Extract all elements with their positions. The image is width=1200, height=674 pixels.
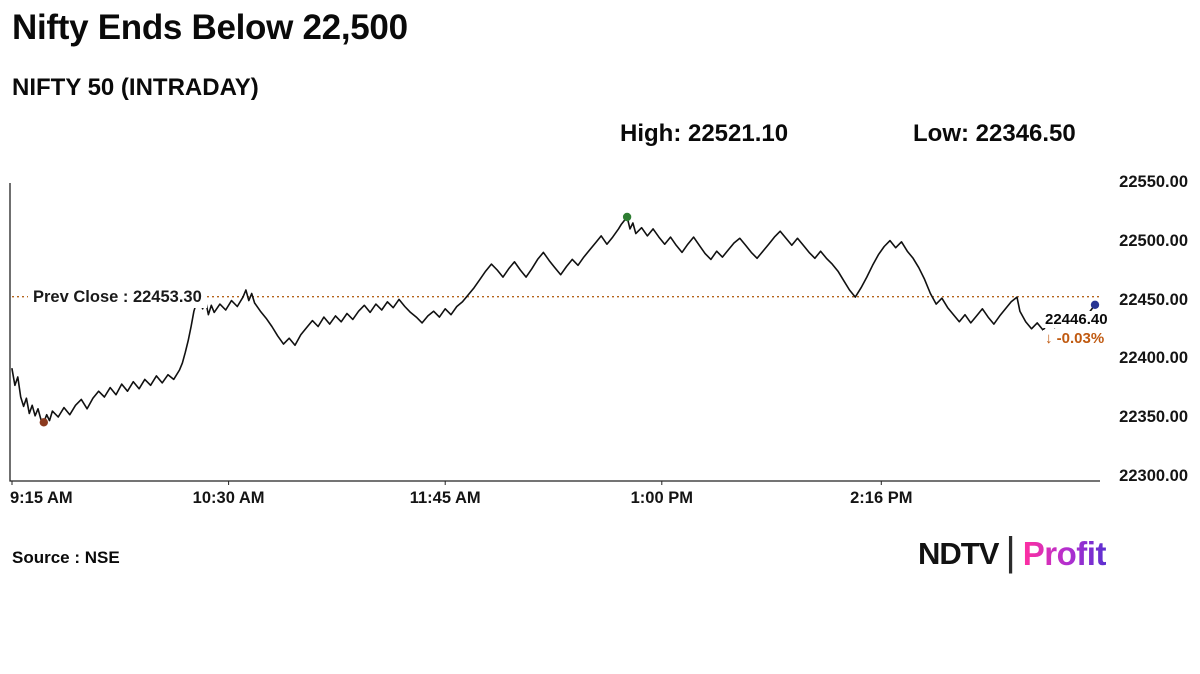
last-dot bbox=[1090, 300, 1100, 309]
y-tick-label: 22300.00 bbox=[1119, 467, 1188, 485]
high-value-label: High: 22521.10 bbox=[620, 120, 789, 147]
y-tick-label: 22400.00 bbox=[1119, 349, 1188, 368]
high-dot bbox=[622, 212, 632, 222]
logo-ndtv-text: NDTV bbox=[918, 536, 999, 571]
y-tick-label: 22350.00 bbox=[1119, 408, 1188, 427]
x-tick-label: 1:00 PM bbox=[630, 489, 693, 507]
x-tick-label: 9:15 AM bbox=[10, 489, 73, 507]
page-title: Nifty Ends Below 22,500 bbox=[12, 8, 408, 47]
low-value-label: Low: 22346.50 bbox=[913, 120, 1076, 147]
low-dot bbox=[39, 418, 48, 427]
logo-separator: | bbox=[1005, 530, 1016, 574]
price-line bbox=[11, 216, 1096, 424]
ndtv-profit-logo: NDTV | Profit bbox=[918, 530, 1107, 574]
x-tick-label: 10:30 AM bbox=[192, 489, 265, 507]
logo-profit-text: Profit bbox=[1022, 535, 1107, 572]
chart-subtitle: NIFTY 50 (INTRADAY) bbox=[12, 74, 259, 101]
y-tick-label: 22500.00 bbox=[1119, 231, 1188, 250]
y-tick-label: 22550.00 bbox=[1119, 173, 1188, 191]
axes bbox=[9, 183, 1100, 482]
source-label: Source : NSE bbox=[12, 548, 120, 567]
change-percent-label: ↓ -0.03% bbox=[1043, 330, 1107, 347]
last-price-label: 22446.40 bbox=[1043, 311, 1110, 328]
y-tick-label: 22450.00 bbox=[1119, 290, 1188, 309]
prev-close-label: Prev Close : 22453.30 bbox=[28, 287, 207, 308]
x-tick-label: 2:16 PM bbox=[850, 489, 913, 507]
x-tick-label: 11:45 AM bbox=[409, 489, 481, 507]
